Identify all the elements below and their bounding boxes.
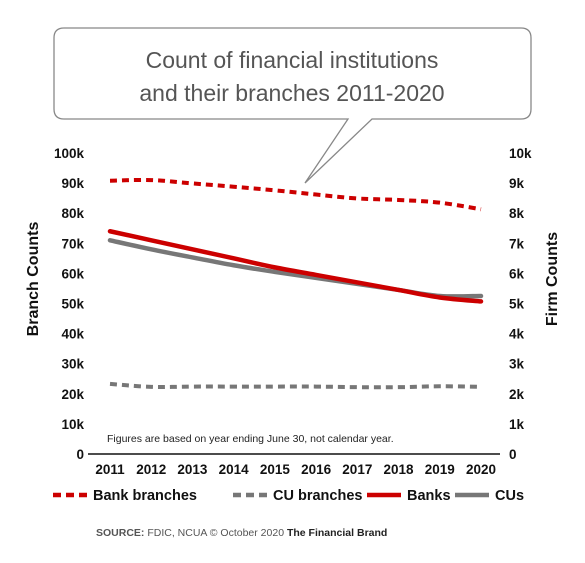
y-tick-label: 90k	[61, 176, 84, 191]
legend-item-cus: CUs	[455, 488, 524, 504]
y-tick-label: 70k	[61, 236, 84, 251]
x-tick-label: 2013	[177, 462, 208, 477]
x-tick-label: 2019	[425, 462, 455, 477]
y2-tick-label: 0	[509, 447, 517, 462]
legend-item-cu-branches: CU branches	[233, 488, 362, 504]
legend-label-banks: Banks	[407, 488, 451, 504]
legend: Bank branches CU branches Banks CUs	[53, 488, 524, 504]
legend-item-banks: Banks	[367, 488, 451, 504]
y2-tick-label: 6k	[509, 266, 525, 281]
y-tick-label: 40k	[61, 327, 84, 342]
series-line-cus	[107, 238, 484, 299]
y2-tick-label: 9k	[509, 176, 525, 191]
y2-tick-label: 5k	[509, 297, 525, 312]
y2-tick-label: 3k	[509, 357, 525, 372]
source-label: SOURCE:	[96, 527, 145, 539]
series-line-bank-branches	[109, 177, 482, 212]
series-layer	[107, 177, 484, 390]
x-tick-label: 2011	[95, 462, 125, 477]
x-axis-ticks: 2011 2012 2013 2014 2015 2016 2017 2018 2019 2020	[95, 462, 496, 477]
x-tick-label: 2017	[342, 462, 372, 477]
series-line-banks	[107, 229, 484, 304]
y-tick-label: 60k	[61, 266, 84, 281]
source-note: SOURCE: FDIC, NCUA © October 2020 The Fi…	[96, 527, 387, 539]
y2-tick-label: 10k	[509, 146, 532, 161]
x-tick-label: 2018	[384, 462, 415, 477]
series-line-cu-branches	[109, 381, 482, 390]
legend-label-cu-branches: CU branches	[273, 488, 362, 504]
x-tick-label: 2014	[219, 462, 250, 477]
y-tick-label: 10k	[61, 417, 84, 432]
y2-tick-label: 1k	[509, 417, 525, 432]
title-bubble	[53, 27, 532, 184]
y-axis-ticks: 0 10k 20k 30k 40k 50k 60k 70k 80k 90k 100k	[54, 146, 85, 462]
y-tick-label: 100k	[54, 146, 85, 161]
x-tick-label: 2015	[260, 462, 291, 477]
y2-tick-label: 4k	[509, 327, 525, 342]
y2-tick-label: 2k	[509, 387, 525, 402]
legend-label-cus: CUs	[495, 488, 524, 504]
y2-axis-label: Firm Counts	[544, 232, 561, 326]
y-tick-label: 20k	[61, 387, 84, 402]
chart-title-line-1: Count of financial institutions	[146, 47, 439, 73]
chart-title-line-2: and their branches 2011-2020	[139, 80, 444, 106]
legend-item-bank-branches: Bank branches	[53, 488, 197, 504]
legend-label-bank-branches: Bank branches	[93, 488, 197, 504]
y-tick-label: 30k	[61, 357, 84, 372]
y2-axis-ticks: 0 1k 2k 3k 4k 5k 6k 7k 8k 9k 10k	[509, 146, 532, 462]
y-tick-label: 0	[76, 447, 84, 462]
y-tick-label: 80k	[61, 206, 84, 221]
y2-tick-label: 8k	[509, 206, 525, 221]
y-tick-label: 50k	[61, 297, 84, 312]
x-tick-label: 2020	[466, 462, 496, 477]
chart-annotation: Figures are based on year ending June 30…	[107, 433, 394, 445]
x-tick-label: 2012	[136, 462, 166, 477]
source-brand: The Financial Brand	[286, 527, 388, 539]
y2-tick-label: 7k	[509, 236, 525, 251]
source-text: FDIC, NCUA © October 2020	[147, 527, 285, 539]
y-axis-label: Branch Counts	[25, 222, 42, 337]
x-tick-label: 2016	[301, 462, 332, 477]
